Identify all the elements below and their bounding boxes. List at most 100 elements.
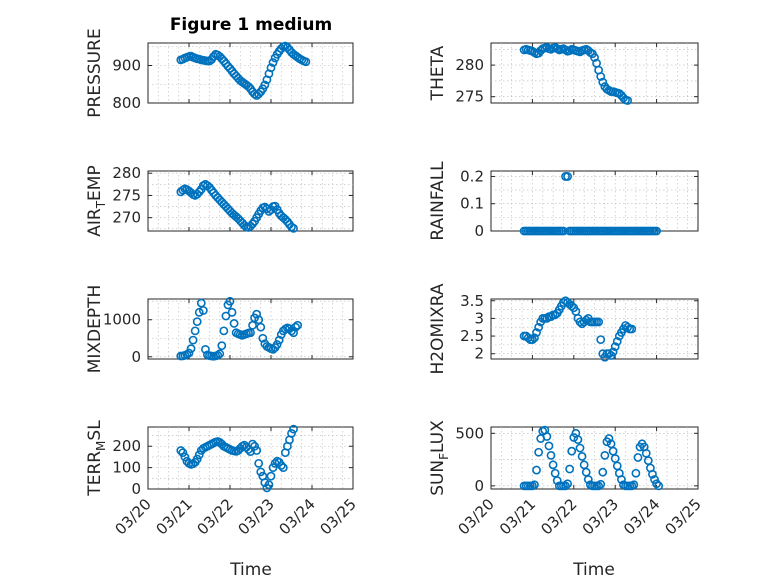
data-point — [252, 446, 262, 455]
x-tick-label: 03/25 — [662, 495, 705, 538]
data-point — [652, 226, 661, 236]
y-axis-label: AIRTEMP — [85, 165, 108, 236]
data-point — [225, 296, 235, 306]
data-point — [182, 350, 192, 359]
data-point — [184, 348, 194, 358]
y-tick-label: 0 — [131, 348, 141, 366]
data-point — [293, 320, 303, 330]
data-point — [612, 336, 622, 346]
data-point — [559, 226, 568, 236]
data-point — [194, 450, 204, 460]
data-point — [250, 441, 259, 451]
data-point — [577, 452, 587, 461]
x-tick-label: 03/24 — [620, 495, 663, 538]
data-point — [291, 322, 300, 332]
data-point — [194, 307, 204, 317]
data-point — [631, 468, 641, 478]
data-point — [266, 63, 276, 73]
data-point — [268, 58, 278, 67]
x-tick-label: 03/20 — [455, 495, 498, 538]
data-point — [596, 72, 606, 81]
subplot-h2omixra: 22.533.5 H2OMIXRA — [428, 283, 699, 375]
grid-lines — [491, 299, 698, 359]
data-point — [548, 460, 558, 470]
y-tick-label: 500 — [455, 424, 484, 442]
data-point — [648, 469, 657, 479]
data-point — [178, 448, 188, 458]
grid-lines — [491, 171, 698, 231]
data-point — [534, 447, 544, 457]
data-point — [575, 443, 585, 453]
axes-box — [490, 298, 699, 360]
y-tick-label: 0 — [474, 477, 484, 495]
y-tick-label: 280 — [455, 56, 484, 74]
data-point — [594, 317, 604, 327]
data-point — [608, 347, 618, 357]
x-tick-label: 03/23 — [579, 495, 622, 538]
data-point — [583, 475, 593, 484]
data-point — [650, 475, 659, 484]
subplot-theta: 275 280 THETA — [428, 42, 699, 106]
data-point — [567, 446, 577, 456]
y-tick-label: 2 — [474, 345, 484, 363]
data-point — [528, 335, 537, 344]
data-point — [301, 57, 311, 67]
series-sun-flux — [519, 425, 664, 491]
data-point — [532, 328, 541, 337]
data-point — [254, 458, 264, 468]
data-point — [272, 340, 282, 349]
data-point — [180, 452, 190, 462]
y-axis-label: PRESSURE — [85, 28, 105, 117]
data-point — [561, 481, 570, 491]
x-tick-label: 03/22 — [194, 495, 237, 538]
subplot-pressure: 800 900 PRESSURE — [85, 28, 354, 118]
series-mixdepth — [176, 296, 303, 361]
y-tick-label: 0 — [474, 222, 484, 240]
grid-lines — [491, 427, 698, 489]
data-point — [256, 322, 266, 332]
data-point — [623, 322, 633, 332]
y-tick-label: 100 — [112, 459, 141, 477]
data-point — [600, 450, 610, 460]
data-point — [227, 307, 237, 317]
data-point — [289, 223, 298, 233]
data-point — [652, 479, 661, 489]
y-axis-label: TERRMSL — [85, 420, 108, 497]
data-point — [598, 77, 608, 87]
series-rainfall — [519, 172, 661, 236]
data-point — [610, 342, 620, 352]
data-point — [532, 465, 541, 475]
data-point — [594, 481, 604, 491]
data-point — [546, 450, 556, 460]
x-tick-label: 03/25 — [317, 495, 360, 538]
x-tick-label: 03/24 — [276, 495, 319, 538]
y-tick-label: 0 — [131, 480, 141, 498]
data-point — [219, 326, 229, 336]
data-point — [544, 441, 554, 451]
data-point — [200, 344, 210, 354]
data-point — [289, 424, 298, 434]
data-point — [573, 435, 583, 445]
data-point — [268, 463, 278, 473]
data-point — [627, 324, 637, 334]
data-point — [264, 480, 274, 490]
data-point — [590, 53, 599, 62]
data-point — [289, 328, 298, 338]
data-point — [266, 471, 276, 481]
y-tick-label: 1000 — [103, 311, 141, 329]
y-tick-label: 275 — [112, 186, 141, 204]
data-point — [254, 89, 264, 99]
data-point — [565, 464, 575, 474]
data-point — [552, 476, 562, 485]
data-point — [596, 335, 606, 344]
data-point — [192, 317, 202, 326]
data-point — [188, 335, 198, 345]
data-point — [221, 311, 231, 321]
data-point — [217, 341, 227, 351]
data-point — [604, 349, 614, 359]
y-axis-label: THETA — [428, 45, 448, 101]
